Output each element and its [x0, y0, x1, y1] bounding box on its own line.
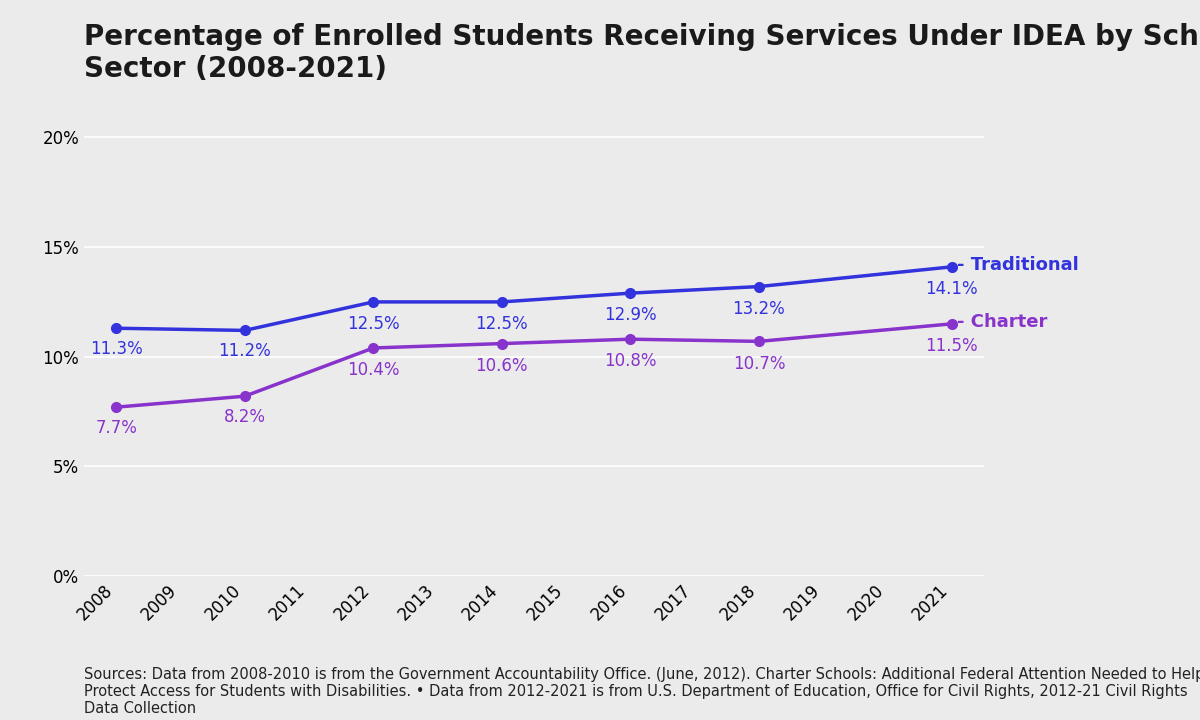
- Text: 10.6%: 10.6%: [475, 356, 528, 374]
- Text: 11.5%: 11.5%: [925, 337, 978, 355]
- Text: 12.5%: 12.5%: [347, 315, 400, 333]
- Text: 11.3%: 11.3%: [90, 341, 143, 359]
- Text: 7.7%: 7.7%: [95, 419, 137, 437]
- Text: - Charter: - Charter: [958, 312, 1048, 330]
- Text: 10.7%: 10.7%: [733, 354, 785, 372]
- Text: 12.9%: 12.9%: [604, 306, 656, 324]
- Text: 8.2%: 8.2%: [223, 408, 265, 426]
- Text: 13.2%: 13.2%: [733, 300, 785, 318]
- Text: 11.2%: 11.2%: [218, 343, 271, 361]
- Text: 12.5%: 12.5%: [475, 315, 528, 333]
- Text: 14.1%: 14.1%: [925, 280, 978, 298]
- Text: - Traditional: - Traditional: [958, 256, 1079, 274]
- Text: Percentage of Enrolled Students Receiving Services Under IDEA by School
Sector (: Percentage of Enrolled Students Receivin…: [84, 22, 1200, 83]
- Text: Sources: Data from 2008-2010 is from the Government Accountability Office. (June: Sources: Data from 2008-2010 is from the…: [84, 667, 1200, 716]
- Text: 10.8%: 10.8%: [604, 352, 656, 370]
- Text: 10.4%: 10.4%: [347, 361, 400, 379]
